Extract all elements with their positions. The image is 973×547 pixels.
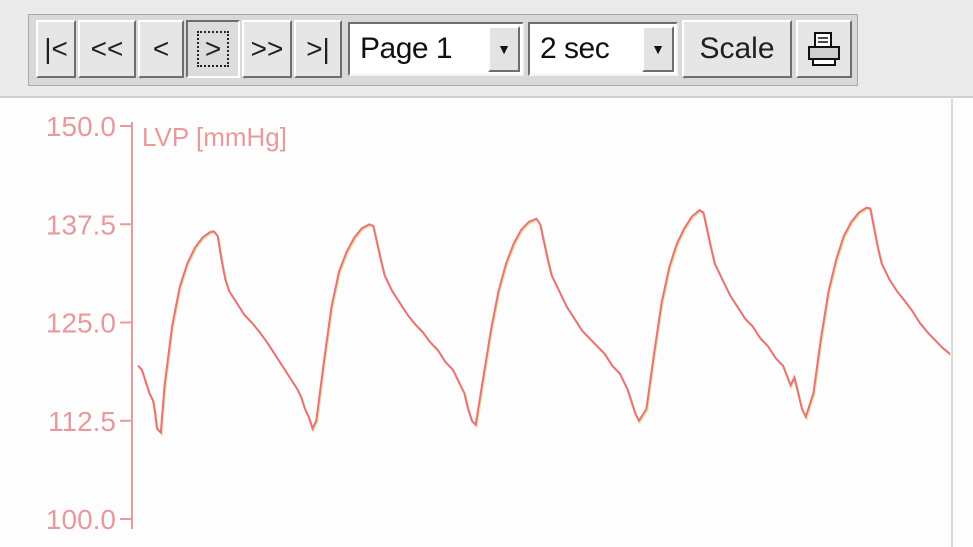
y-tick-label: 137.5	[46, 209, 116, 240]
prev-button[interactable]: <	[138, 20, 184, 78]
double-chevron-right-icon: >>	[250, 33, 284, 64]
y-axis-label: LVP [mmHg]	[142, 122, 287, 152]
y-tick-label: 125.0	[46, 308, 116, 339]
lvp-trace	[137, 206, 951, 435]
first-icon: |<	[44, 33, 68, 64]
first-button[interactable]: |<	[36, 20, 76, 78]
next-page-button[interactable]: >>	[242, 20, 292, 78]
last-icon: >|	[306, 33, 330, 64]
double-chevron-left-icon: <<	[90, 33, 124, 64]
scale-button-label: Scale	[699, 32, 775, 65]
prev-page-button[interactable]: <<	[78, 20, 136, 78]
page-select-value: Page 1	[360, 32, 453, 65]
last-button[interactable]: >|	[294, 20, 342, 78]
chevron-right-icon: >	[196, 31, 230, 67]
y-tick-label: 112.5	[48, 406, 116, 437]
next-button[interactable]: >	[186, 20, 240, 78]
dropdown-arrow-icon[interactable]: ▼	[642, 26, 674, 72]
toolbar: |< << < > >> >| Page 1 ▼ 2 sec ▼ Scale	[0, 0, 973, 98]
y-tick-label: 100.0	[46, 504, 116, 535]
time-select-value: 2 sec	[540, 32, 610, 65]
page-select[interactable]: Page 1 ▼	[348, 22, 524, 76]
print-button[interactable]	[796, 20, 852, 78]
chart: 150.0 137.5 125.0 112.5 100.0 LVP [mmHg]	[46, 96, 953, 547]
chevron-left-icon: <	[152, 33, 170, 64]
y-tick-label: 150.0	[46, 111, 116, 142]
scale-button[interactable]: Scale	[682, 20, 792, 78]
dropdown-arrow-icon[interactable]: ▼	[488, 26, 520, 72]
printer-icon	[808, 32, 840, 66]
time-select[interactable]: 2 sec ▼	[528, 22, 678, 76]
